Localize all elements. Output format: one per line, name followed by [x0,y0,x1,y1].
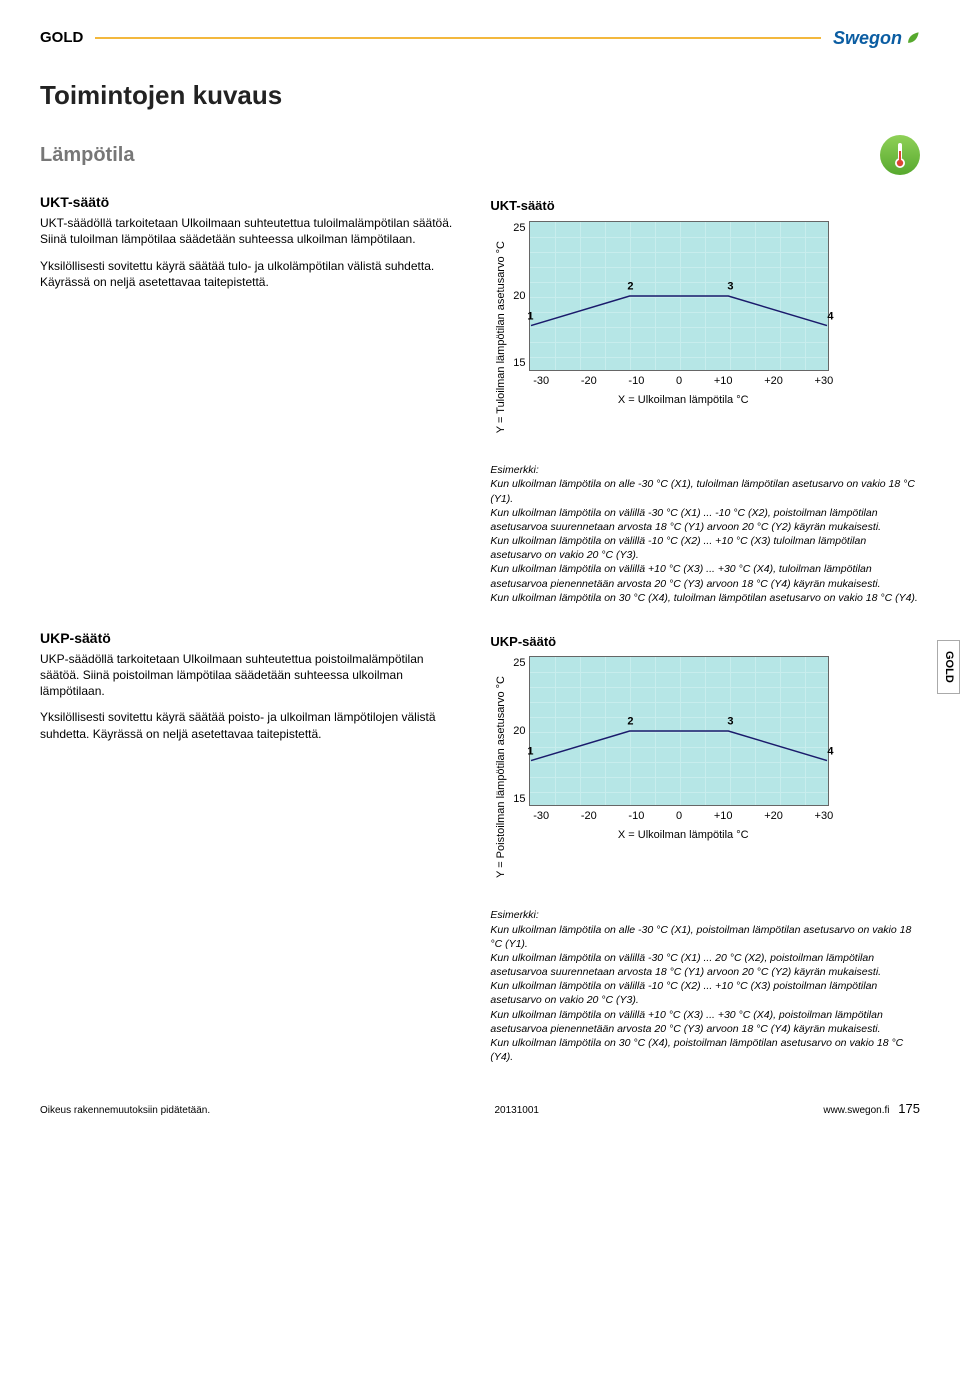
ukp-plot: 1234 [529,656,829,806]
footer: Oikeus rakennemuutoksiin pidätetään. 201… [40,1100,920,1118]
ukp-xlabel: X = Ulkoilman lämpötila °C [513,828,833,843]
ukp-heading: UKP-säätö [40,629,462,648]
page-title: Toimintojen kuvaus [40,78,920,113]
ukp-example: Esimerkki: Kun ulkoilman lämpötila on al… [490,908,920,1064]
curve-point-label: 3 [727,715,733,730]
ukt-example: Esimerkki: Kun ulkoilman lämpötila on al… [490,463,920,605]
curve-point-label: 4 [827,310,833,325]
xtick: -10 [628,809,644,824]
xtick: +10 [714,809,733,824]
curve-point-label: 2 [627,280,633,295]
ukt-plot: 1234 [529,221,829,371]
xtick: -10 [628,374,644,389]
section-title: Lämpötila [40,142,134,169]
xtick: -20 [581,809,597,824]
xtick: +20 [764,809,783,824]
header-row: GOLD Swegon [40,26,920,50]
xtick: +10 [714,374,733,389]
ukt-chart-title: UKT-säätö [490,197,920,215]
ukp-row: UKP-säätö UKP-säädöllä tarkoitetaan Ulko… [40,629,920,1064]
example-text: Kun ulkoilman lämpötila on alle -30 °C (… [490,924,911,1064]
curve-point-label: 3 [727,280,733,295]
ukt-heading: UKT-säätö [40,193,462,212]
xtick: -30 [533,809,549,824]
ukp-text-col: UKP-säätö UKP-säädöllä tarkoitetaan Ulko… [40,629,462,1064]
header-gold: GOLD [40,28,83,48]
ukp-chart-col: UKP-säätö Y = Poistoilman lämpötilan ase… [490,629,920,1064]
ukp-xticks: -30 -20 -10 0 +10 +20 +30 [533,809,833,824]
xtick: -20 [581,374,597,389]
footer-right: www.swegon.fi 175 [823,1100,920,1118]
page: GOLD Swegon Toimintojen kuvaus Lämpötila… [0,0,960,1148]
ukp-chart: UKP-säätö Y = Poistoilman lämpötilan ase… [490,633,920,899]
xtick: 0 [676,374,682,389]
ukt-p1: UKT-säädöllä tarkoitetaan Ulkoilmaan suh… [40,215,462,247]
header-rule [95,37,821,39]
ytick: 25 [513,656,525,671]
ytick: 15 [513,792,525,807]
xtick: 0 [676,809,682,824]
ukp-p2: Yksilöllisesti sovitettu käyrä säätää po… [40,709,462,741]
footer-left: Oikeus rakennemuutoksiin pidätetään. [40,1104,210,1118]
xtick: +30 [815,809,834,824]
xtick: +30 [815,374,834,389]
side-tab: GOLD [937,640,960,694]
example-lead: Esimerkki: [490,909,538,921]
page-number: 175 [898,1101,920,1116]
curve-point-label: 2 [627,715,633,730]
leaf-icon [906,31,920,45]
xtick: +20 [764,374,783,389]
example-lead: Esimerkki: [490,464,538,476]
curve-point-label: 1 [527,310,533,325]
ukt-xticks: -30 -20 -10 0 +10 +20 +30 [533,374,833,389]
thermometer-icon [880,135,920,175]
ukp-yticks: 25 20 15 [513,656,529,806]
ukt-chart-col: UKT-säätö Y = Tuloilman lämpötilan asetu… [490,193,920,604]
ukp-p1: UKP-säädöllä tarkoitetaan Ulkoilmaan suh… [40,651,462,700]
ukt-yticks: 25 20 15 [513,221,529,371]
ukt-text-col: UKT-säätö UKT-säädöllä tarkoitetaan Ulko… [40,193,462,604]
example-text: Kun ulkoilman lämpötila on alle -30 °C (… [490,478,917,603]
ukt-chart: UKT-säätö Y = Tuloilman lämpötilan asetu… [490,197,920,453]
curve-point-label: 4 [827,745,833,760]
xtick: -30 [533,374,549,389]
ukt-ylabel: Y = Tuloilman lämpötilan asetusarvo °C [490,221,513,453]
section-head: Lämpötila [40,135,920,175]
logo: Swegon [833,26,920,50]
ukt-p2: Yksilöllisesti sovitettu käyrä säätää tu… [40,258,462,290]
ukp-ylabel: Y = Poistoilman lämpötilan asetusarvo °C [490,656,513,898]
logo-text: Swegon [833,26,902,50]
ytick: 20 [513,724,525,739]
ytick: 25 [513,221,525,236]
footer-site: www.swegon.fi [823,1105,889,1116]
ukt-row: UKT-säätö UKT-säädöllä tarkoitetaan Ulko… [40,193,920,604]
curve-point-label: 1 [527,745,533,760]
ytick: 15 [513,356,525,371]
footer-mid: 20131001 [494,1104,539,1118]
ytick: 20 [513,289,525,304]
ukp-chart-title: UKP-säätö [490,633,920,651]
ukt-xlabel: X = Ulkoilman lämpötila °C [513,393,833,408]
